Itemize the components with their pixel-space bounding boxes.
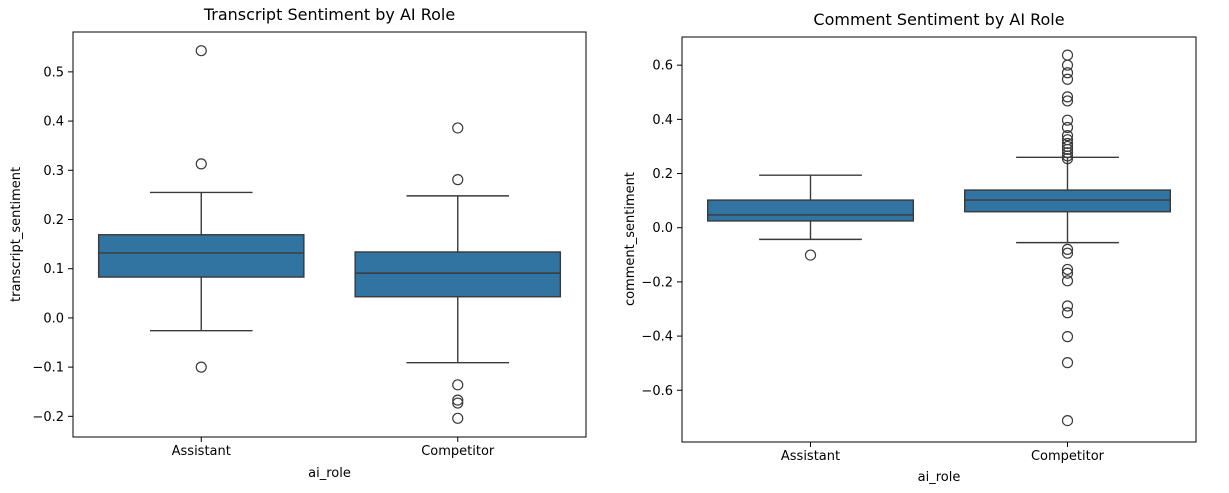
outlier-point: [452, 394, 464, 406]
y-axis-label: comment_sentiment: [623, 172, 638, 307]
y-tick-label: 0.6: [652, 59, 673, 74]
y-tick-label: −0.2: [641, 275, 673, 290]
outlier-point: [1061, 137, 1074, 150]
y-tick-label: 0.0: [652, 221, 673, 236]
y-tick-label: 0.5: [43, 65, 64, 80]
y-axis-label: transcript_sentiment: [9, 166, 24, 303]
outlier-point: [1061, 114, 1074, 126]
outlier-point: [1061, 59, 1074, 71]
x-tick-label: Competitor: [1031, 449, 1105, 464]
outlier-point: [452, 379, 464, 391]
outlier-point: [1061, 243, 1074, 255]
x-tick-label: Assistant: [781, 449, 840, 464]
y-tick-label: −0.6: [641, 384, 673, 399]
x-tick-label: Assistant: [172, 444, 231, 459]
y-tick-label: 0.4: [43, 115, 64, 130]
comment-boxplot-svg: 0.6 0.4 0.2 0.0 −0.2 −0.4 −0.6 Assistant Competi…: [641, 36, 1197, 464]
y-tick-label: −0.4: [641, 330, 673, 345]
outlier-point: [1061, 331, 1074, 343]
outlier-point: [452, 412, 464, 424]
outlier-point: [1061, 67, 1074, 79]
y-tick-label: 0.3: [43, 164, 64, 179]
box-competitor: [964, 189, 1172, 213]
outlier-point: [452, 174, 464, 186]
y-tick-label: 0.1: [43, 262, 64, 277]
x-axis-label: ai_role: [308, 466, 351, 481]
outlier-point: [195, 45, 207, 57]
outlier-point: [1061, 263, 1074, 276]
box-assistant: [97, 234, 305, 278]
x-tick-label: Competitor: [421, 444, 495, 459]
outlier-point: [1061, 121, 1074, 134]
outlier-point: [1061, 150, 1074, 162]
outlier-point: [195, 158, 207, 170]
chart-comment-sentiment: 0.6 0.4 0.2 0.0 −0.2 −0.4 −0.6 Assistant Competi…: [614, 0, 1229, 493]
y-tick-label: 0.4: [652, 113, 673, 128]
outlier-point: [1061, 275, 1074, 287]
axes-frame: [72, 31, 587, 438]
outlier-point: [1061, 267, 1074, 279]
outlier-point: [1061, 95, 1074, 107]
outlier-point: [1061, 147, 1074, 159]
outlier-point: [1061, 153, 1074, 165]
y-tick-label: −0.2: [32, 410, 64, 425]
box-competitor: [354, 251, 562, 298]
outlier-point: [1061, 91, 1074, 103]
outlier-point: [452, 397, 464, 409]
y-tick-label: 0.2: [43, 213, 64, 228]
axes-frame: [681, 36, 1197, 443]
outlier-point: [195, 361, 207, 373]
outlier-point: [1061, 143, 1074, 156]
outlier-point: [1061, 300, 1074, 312]
outlier-point: [452, 122, 464, 134]
outlier-point: [1061, 307, 1074, 319]
outlier-point: [1061, 49, 1074, 61]
transcript-boxplot-svg: 0.5 0.4 0.3 0.2 0.1 0.0 −0.1 −0.2 Assistant Compe…: [32, 31, 587, 459]
y-tick-label: 0.2: [652, 167, 673, 182]
x-axis-label: ai_role: [917, 470, 961, 485]
box-assistant: [706, 199, 915, 222]
chart-transcript-sentiment: 0.5 0.4 0.3 0.2 0.1 0.0 −0.1 −0.2 Assistant Compe…: [0, 0, 614, 493]
outlier-point: [1061, 130, 1074, 142]
outlier-point: [804, 249, 817, 261]
chart-title: Transcript Sentiment by AI Role: [203, 5, 456, 24]
outlier-point: [1061, 73, 1074, 85]
chart-title: Comment Sentiment by AI Role: [813, 10, 1065, 29]
outlier-point: [1061, 414, 1074, 427]
outlier-point: [1061, 357, 1074, 369]
y-tick-label: −0.1: [32, 361, 64, 376]
y-tick-label: 0.0: [43, 311, 64, 326]
outlier-point: [1061, 247, 1074, 259]
